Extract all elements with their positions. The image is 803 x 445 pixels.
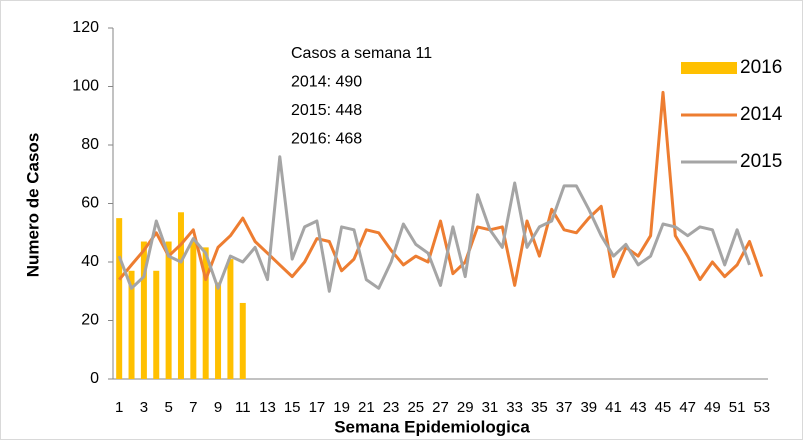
x-tick-label: 15 xyxy=(284,399,301,416)
y-tick-label: 80 xyxy=(81,136,99,153)
x-tick-label: 49 xyxy=(704,399,721,416)
x-tick-label: 41 xyxy=(605,399,622,416)
bar xyxy=(128,270,135,379)
bar xyxy=(140,241,147,379)
annotation: 2014: 490 xyxy=(291,74,362,91)
line xyxy=(117,155,751,293)
x-tick-label: 23 xyxy=(383,399,400,416)
bar xyxy=(116,218,123,379)
x-tick-label: 45 xyxy=(655,399,672,416)
annotation: 2016: 468 xyxy=(291,131,362,148)
x-tick-label: 39 xyxy=(580,399,597,416)
annotation: Casos a semana 11 xyxy=(291,45,432,62)
bar xyxy=(202,247,209,379)
y-tick-label: 20 xyxy=(81,312,99,329)
x-tick-label: 5 xyxy=(164,399,172,416)
x-tick-label: 51 xyxy=(729,399,746,416)
legend-swatch xyxy=(681,62,737,74)
x-axis-title: Semana Epidemiologica xyxy=(334,417,530,436)
x-tick-label: 43 xyxy=(630,399,647,416)
bar xyxy=(215,282,222,379)
bar xyxy=(190,241,197,379)
legend-label: 2014 xyxy=(740,104,783,125)
x-tick-label: 27 xyxy=(432,399,449,416)
bar xyxy=(227,259,234,379)
bar xyxy=(177,212,184,379)
y-tick-label: 40 xyxy=(81,253,99,270)
legend-label: 2015 xyxy=(740,151,782,172)
x-tick-label: 35 xyxy=(531,399,548,416)
bar xyxy=(165,241,172,379)
legend-label: 2016 xyxy=(740,57,782,78)
x-tick-label: 7 xyxy=(189,399,197,416)
x-tick-label: 19 xyxy=(333,399,350,416)
x-tick-label: 3 xyxy=(140,399,148,416)
x-tick-label: 13 xyxy=(259,399,276,416)
x-tick-label: 33 xyxy=(506,399,523,416)
x-tick-label: 47 xyxy=(679,399,696,416)
y-axis-title: Numero de Casos xyxy=(23,133,42,278)
x-tick-label: 1 xyxy=(115,399,123,416)
line xyxy=(118,90,764,287)
x-tick-label: 9 xyxy=(214,399,222,416)
x-tick-label: 31 xyxy=(482,399,499,416)
x-tick-label: 29 xyxy=(457,399,474,416)
x-tick-label: 53 xyxy=(753,399,770,416)
bar xyxy=(153,270,160,379)
x-tick-label: 11 xyxy=(235,399,251,416)
x-tick-label: 17 xyxy=(309,399,326,416)
annotation: 2015: 448 xyxy=(291,102,362,119)
bar xyxy=(239,302,246,379)
y-tick-label: 120 xyxy=(72,19,99,36)
x-tick-label: 25 xyxy=(407,399,424,416)
y-tick-label: 100 xyxy=(72,78,99,95)
x-tick-label: 37 xyxy=(556,399,573,416)
y-tick-label: 0 xyxy=(90,370,99,387)
x-tick-label: 21 xyxy=(358,399,375,416)
y-tick-label: 60 xyxy=(81,195,99,212)
